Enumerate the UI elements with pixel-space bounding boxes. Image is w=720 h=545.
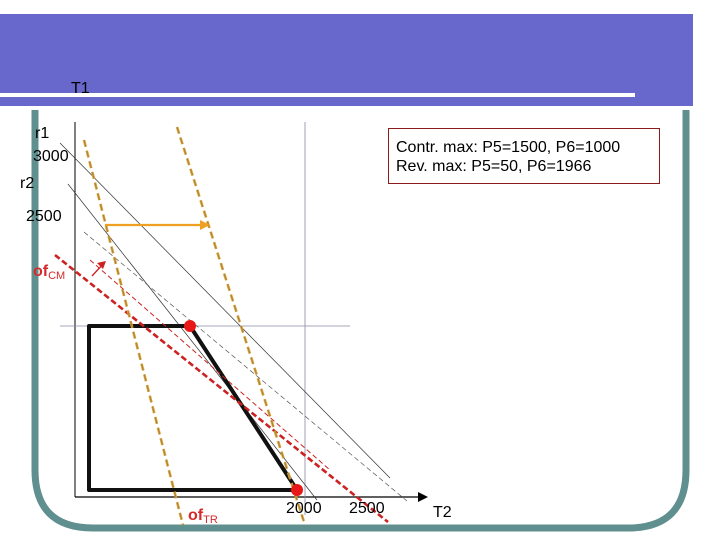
x-tick-2000: 2000 [286, 500, 322, 517]
objective-cm-arrowhead [97, 261, 106, 269]
y-tick-2500: 2500 [26, 208, 62, 225]
header-band [0, 14, 693, 106]
constraint-line-dashed [83, 231, 408, 502]
r1-label: r1 [35, 125, 50, 142]
objective-tr-shift-arrowhead [200, 220, 210, 230]
info-box: Contr. max: P5=1500, P6=1000 Rev. max: P… [388, 128, 660, 184]
x-axis-label: T2 [433, 504, 452, 521]
constraint-line-r2 [67, 183, 318, 501]
x-axis-arrowhead [418, 492, 428, 502]
y-tick-3000: 3000 [33, 148, 69, 165]
objective-cm-label-sub: CM [48, 270, 66, 282]
objective-tr-label-main: of [188, 507, 204, 524]
objective-cm-label: ofCM [33, 264, 65, 282]
objective-line-cm [54, 253, 389, 524]
objective-line-tr-shift-shadow [176, 126, 306, 526]
objective-line-cm-shift [89, 259, 331, 471]
y-axis-label: T1 [71, 80, 90, 97]
objective-cm-label-main: of [33, 263, 49, 280]
x-tick-2500: 2500 [349, 500, 385, 517]
objective-line-tr-shadow [83, 139, 184, 526]
optimum-point-contribution [291, 484, 303, 496]
optimum-point-revenue [184, 320, 196, 332]
r2-label: r2 [20, 175, 35, 192]
objective-tr-label-sub: TR [203, 514, 218, 526]
info-contr-max: Contr. max: P5=1500, P6=1000 [396, 139, 621, 156]
slide-frame [31, 110, 690, 532]
constraint-line-r1 [59, 142, 391, 479]
info-rev-max: Rev. max: P5=50, P6=1966 [396, 158, 592, 175]
header-white-line [0, 93, 635, 97]
objective-tr-label: ofTR [188, 508, 218, 526]
